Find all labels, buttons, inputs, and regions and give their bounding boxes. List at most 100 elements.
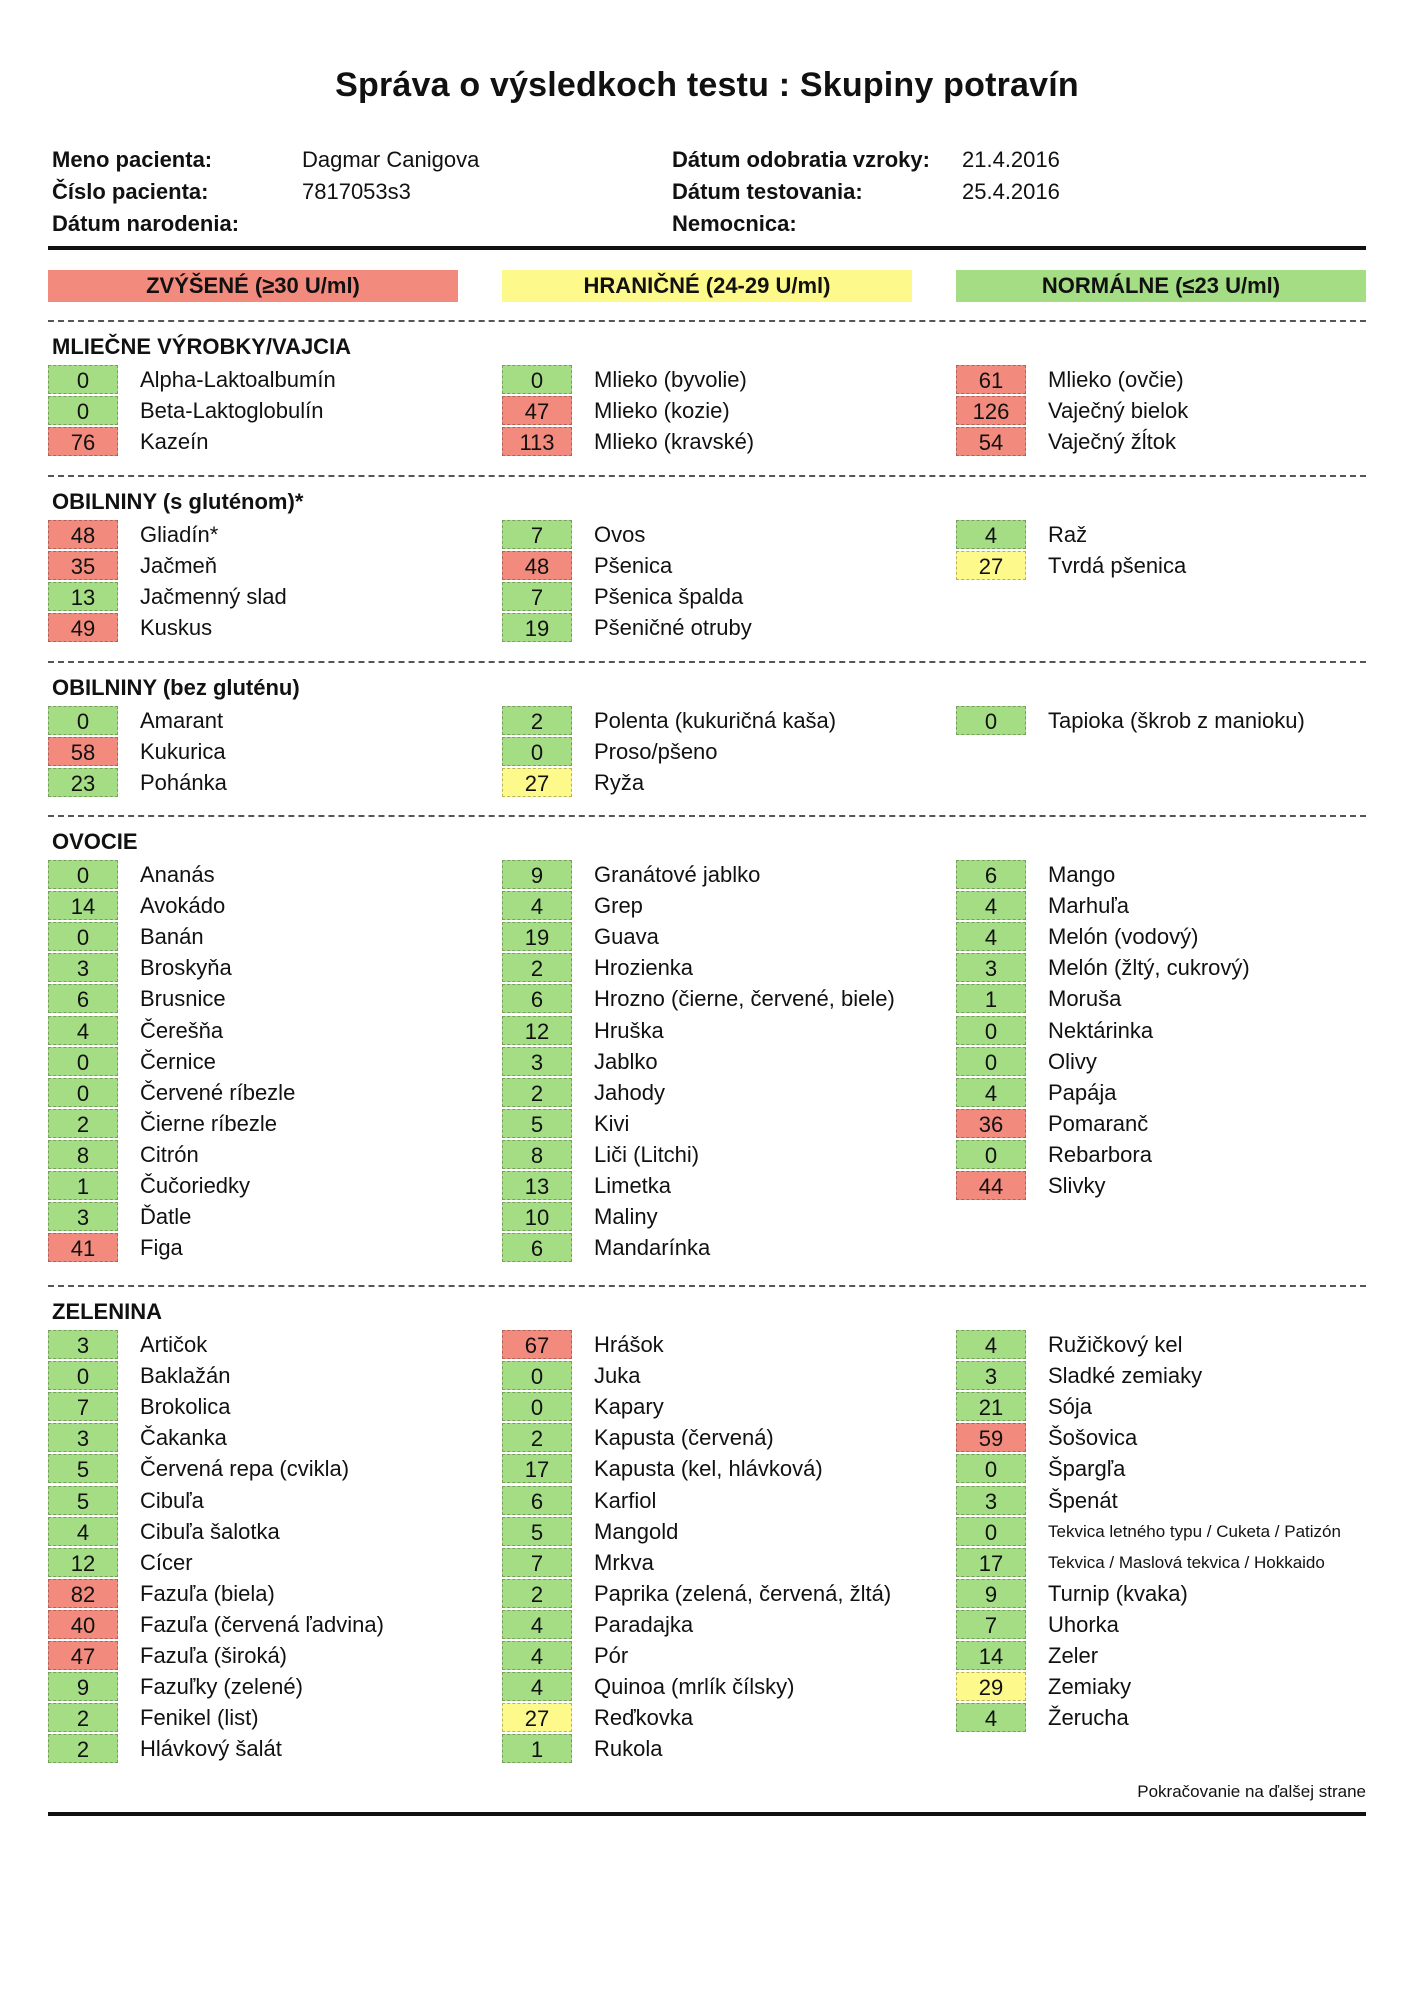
food-name: Mlieko (byvolie) <box>594 367 747 392</box>
result-value: 12 <box>48 1547 118 1577</box>
result-value: 4 <box>956 922 1026 952</box>
result-value: 47 <box>502 396 572 426</box>
food-name: Quinoa (mrlík čílsky) <box>594 1674 795 1700</box>
food-name: Hrozno (čierne, červené, biele) <box>594 986 895 1012</box>
food-name: Maliny <box>594 1204 658 1230</box>
food-name: Čierne ríbezle <box>140 1110 277 1136</box>
food-name: Cibuľa <box>140 1487 204 1513</box>
result-value: 48 <box>48 520 118 549</box>
sample-date: 21.4.2016 <box>962 147 1060 172</box>
food-name: Fazuľa (široká) <box>140 1643 288 1668</box>
result-value: 2 <box>502 1077 572 1107</box>
food-name: Limetka <box>594 1173 672 1198</box>
result-value: 3 <box>502 1046 572 1076</box>
food-name: Kapusta (červená) <box>594 1425 774 1451</box>
food-name: Paradajka <box>594 1611 694 1637</box>
patient-name-label: Meno pacienta: <box>52 147 213 172</box>
result-value: 6 <box>48 984 118 1014</box>
food-name: Moruša <box>1048 986 1122 1012</box>
food-name: Tapioka (škrob z manioku) <box>1048 708 1305 733</box>
section-divider <box>48 320 1366 322</box>
result-value: 13 <box>502 1171 572 1200</box>
result-value: 17 <box>502 1454 572 1484</box>
food-name: Pšenica špalda <box>594 584 744 610</box>
food-name: Fenikel (list) <box>140 1705 259 1731</box>
result-value: 35 <box>48 551 118 581</box>
result-value: 6 <box>502 1233 572 1263</box>
result-value: 0 <box>48 860 118 889</box>
food-name: Uhorka <box>1048 1611 1119 1637</box>
result-value: 4 <box>48 1015 118 1045</box>
food-name: Banán <box>140 924 204 950</box>
food-name: Kuskus <box>140 615 213 641</box>
result-value: 19 <box>502 922 572 952</box>
result-value: 21 <box>956 1392 1026 1422</box>
food-name: Tekvica / Maslová tekvica / Hokkaido <box>1048 1552 1325 1572</box>
food-name: Hlávkový šalát <box>140 1736 282 1762</box>
food-name: Liči (Litchi) <box>594 1141 700 1167</box>
result-value: 82 <box>48 1578 118 1608</box>
food-name: Tekvica letného typu / Cuketa / Patizón <box>1048 1521 1341 1541</box>
food-name: Pomaranč <box>1048 1110 1149 1136</box>
food-name: Vaječný bielok <box>1048 398 1189 424</box>
food-name: Tvrdá pšenica <box>1048 553 1187 579</box>
food-name: Špenát <box>1048 1487 1118 1513</box>
result-value: 14 <box>956 1641 1026 1670</box>
patient-name: Dagmar Canigova <box>302 147 480 172</box>
food-name: Kivi <box>594 1110 630 1136</box>
food-name: Černice <box>140 1048 216 1074</box>
result-value: 36 <box>956 1108 1026 1138</box>
result-value: 4 <box>956 1077 1026 1107</box>
result-value: 0 <box>502 365 572 394</box>
food-name: Avokádo <box>140 893 226 919</box>
result-value: 7 <box>956 1609 1026 1639</box>
result-value: 58 <box>48 737 118 767</box>
food-name: Čučoriedky <box>140 1173 251 1198</box>
food-name: Mango <box>1048 862 1116 887</box>
food-name: Ananás <box>140 862 215 887</box>
continuation-note: Pokračovanie na ďalšej strane <box>1137 1782 1366 1801</box>
result-value: 2 <box>502 1423 572 1453</box>
food-name: Pór <box>594 1643 629 1668</box>
section-title: MLIEČNE VÝROBKY/VAJCIA <box>52 334 352 359</box>
food-name: Polenta (kukuričná kaša) <box>594 708 837 733</box>
food-name: Mlieko (kozie) <box>594 398 730 424</box>
food-name: Jačmenný slad <box>140 584 287 610</box>
result-value: 23 <box>48 768 118 798</box>
food-name: Raž <box>1048 522 1088 547</box>
result-value: 4 <box>502 891 572 921</box>
food-name: Ovos <box>594 522 646 547</box>
section-divider <box>48 815 1366 817</box>
result-value: 13 <box>48 582 118 612</box>
result-value: 2 <box>502 953 572 983</box>
result-value: 4 <box>956 520 1026 549</box>
result-value: 59 <box>956 1423 1026 1453</box>
result-value: 54 <box>956 427 1026 457</box>
result-value: 0 <box>48 706 118 735</box>
result-value: 0 <box>48 1361 118 1391</box>
result-value: 3 <box>48 1330 118 1359</box>
result-value: 3 <box>48 1202 118 1232</box>
result-value: 0 <box>956 1046 1026 1076</box>
result-value: 4 <box>956 1330 1026 1359</box>
food-name: Ryža <box>594 770 645 796</box>
result-value: 2 <box>48 1703 118 1733</box>
food-name: Mrkva <box>594 1549 654 1575</box>
food-name: Vaječný žĺtok <box>1048 429 1176 455</box>
food-name: Brokolica <box>140 1394 231 1420</box>
food-name: Fazuľa (červená ľadvina) <box>140 1611 384 1637</box>
food-name: Paprika (zelená, červená, žltá) <box>594 1580 892 1606</box>
result-value: 67 <box>502 1330 572 1359</box>
result-value: 6 <box>956 860 1026 889</box>
food-name: Ružičkový kel <box>1048 1332 1183 1357</box>
result-value: 0 <box>502 1361 572 1391</box>
result-value: 7 <box>48 1392 118 1422</box>
result-value: 41 <box>48 1233 118 1263</box>
food-name: Artičok <box>140 1332 208 1357</box>
food-name: Hrozienka <box>594 955 694 981</box>
food-name: Baklažán <box>140 1363 231 1389</box>
result-value: 0 <box>48 396 118 426</box>
sample-date-label: Dátum odobratia vzroky: <box>672 147 930 172</box>
result-value: 0 <box>48 922 118 952</box>
result-value: 10 <box>502 1202 572 1232</box>
